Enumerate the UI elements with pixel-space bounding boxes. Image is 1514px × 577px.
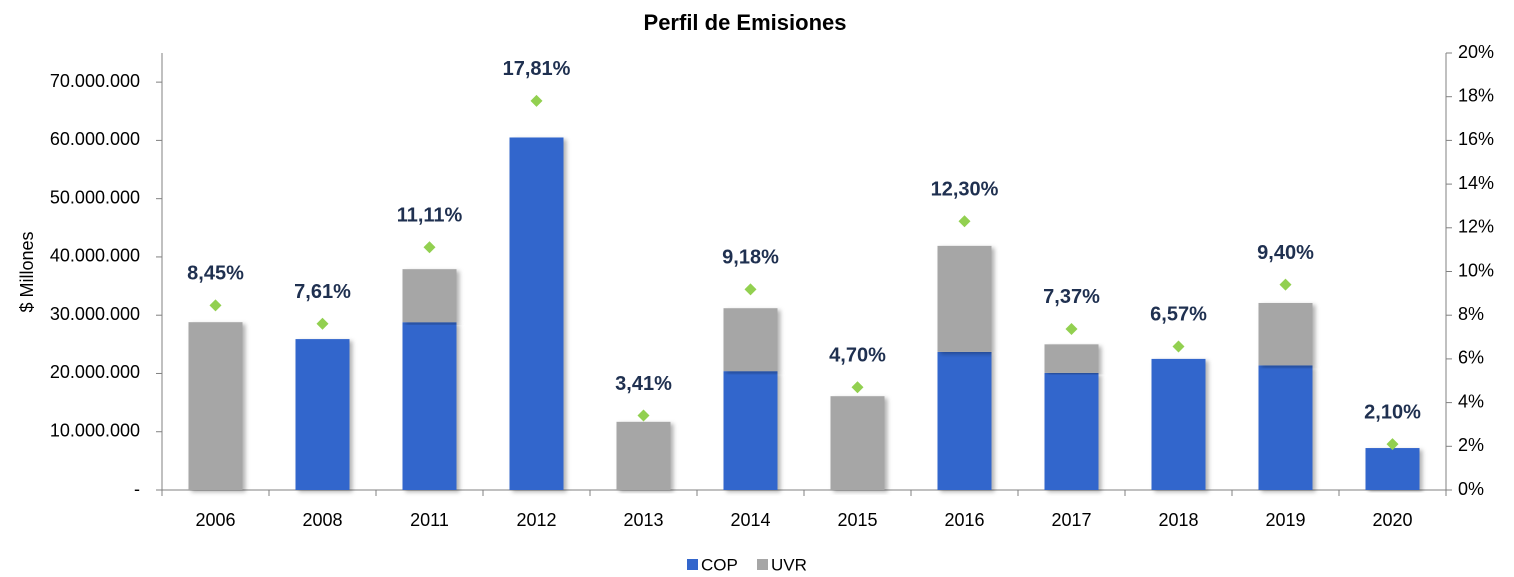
diamond-marker — [637, 409, 650, 422]
bar-segment — [616, 421, 671, 490]
y-tick-label: 50.000.000 — [50, 187, 140, 207]
legend-label: UVR — [771, 555, 807, 574]
y-tick-label: 70.000.000 — [50, 71, 140, 91]
data-label: 12,30% — [931, 179, 999, 201]
bar-segment — [402, 322, 457, 490]
y2-tick-label: 8% — [1458, 304, 1484, 324]
data-label: 17,81% — [503, 58, 571, 80]
bar-segment — [830, 396, 885, 490]
bar-segment — [1044, 372, 1099, 490]
y2-tick-label: 0% — [1458, 479, 1484, 499]
diamond-marker — [530, 94, 543, 107]
y2-tick-label: 20% — [1458, 42, 1494, 62]
diamond-marker — [958, 215, 971, 228]
legend-swatch — [757, 559, 768, 570]
data-label: 11,11% — [397, 205, 463, 227]
bar-segment — [188, 322, 243, 490]
data-label: 8,45% — [187, 263, 244, 285]
y-tick-label: 60.000.000 — [50, 129, 140, 149]
x-tick-label: 2020 — [1372, 510, 1412, 530]
y-axis-label: $ Millones — [17, 231, 37, 312]
x-tick-label: 2017 — [1051, 510, 1091, 530]
bar-segment — [1258, 365, 1313, 490]
data-label: 7,61% — [294, 281, 351, 303]
diamond-marker — [423, 241, 436, 254]
data-label: 7,37% — [1043, 286, 1100, 308]
diamond-marker — [851, 381, 864, 394]
y2-tick-label: 4% — [1458, 391, 1484, 411]
data-label: 6,57% — [1150, 304, 1207, 326]
x-tick-label: 2014 — [730, 510, 770, 530]
x-tick-label: 2016 — [944, 510, 984, 530]
chart-title: Perfil de Emisiones — [644, 10, 847, 35]
bar-segment — [402, 269, 457, 323]
y2-tick-label: 10% — [1458, 260, 1494, 280]
bar-segment — [723, 371, 778, 490]
bar-segment — [1044, 344, 1099, 373]
bar-segment — [1258, 302, 1313, 366]
y-tick-label: 20.000.000 — [50, 362, 140, 382]
x-tick-label: 2013 — [623, 510, 663, 530]
x-tick-label: 2012 — [516, 510, 556, 530]
diamond-marker — [1386, 438, 1399, 451]
diamond-marker — [1065, 322, 1078, 335]
y2-tick-label: 16% — [1458, 129, 1494, 149]
bar-segment — [937, 351, 992, 490]
diamond-marker — [1172, 340, 1185, 353]
x-tick-label: 2015 — [837, 510, 877, 530]
data-label: 3,41% — [615, 373, 672, 395]
data-label: 2,10% — [1364, 401, 1421, 423]
x-tick-label: 2018 — [1158, 510, 1198, 530]
y2-tick-label: 18% — [1458, 85, 1494, 105]
y2-tick-label: 2% — [1458, 435, 1484, 455]
x-tick-label: 2008 — [302, 510, 342, 530]
data-label: 9,18% — [722, 247, 779, 269]
y-tick-label: 10.000.000 — [50, 420, 140, 440]
y2-tick-label: 6% — [1458, 348, 1484, 368]
bar-segment — [509, 137, 564, 490]
x-tick-label: 2011 — [410, 510, 449, 530]
bar-segment — [1151, 358, 1206, 490]
bar-segment — [1365, 448, 1420, 490]
y-tick-label: 40.000.000 — [50, 246, 140, 266]
bar-segment — [937, 245, 992, 352]
data-label: 9,40% — [1257, 242, 1314, 264]
y2-tick-label: 14% — [1458, 173, 1494, 193]
diamond-marker — [209, 299, 222, 312]
y-tick-label: 30.000.000 — [50, 304, 140, 324]
legend-label: COP — [701, 555, 738, 574]
diamond-marker — [744, 283, 757, 296]
bar-segment — [723, 308, 778, 372]
y-tick-label: - — [134, 479, 140, 499]
bar-segment — [295, 339, 350, 490]
y2-tick-label: 12% — [1458, 217, 1494, 237]
x-tick-label: 2019 — [1265, 510, 1305, 530]
diamond-marker — [316, 317, 329, 330]
data-label: 4,70% — [829, 345, 886, 367]
diamond-marker — [1279, 278, 1292, 291]
legend-swatch — [687, 559, 698, 570]
x-tick-label: 2006 — [195, 510, 235, 530]
